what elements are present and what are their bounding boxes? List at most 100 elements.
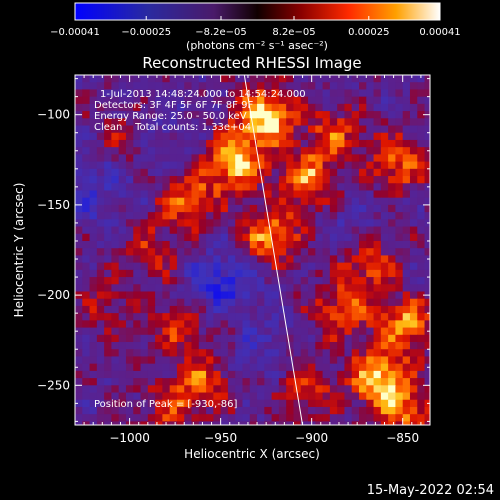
- image-pixel: [249, 204, 258, 213]
- image-pixel: [147, 378, 156, 386]
- image-pixel: [227, 147, 236, 155]
- image-pixel: [82, 190, 91, 199]
- image-pixel: [133, 284, 142, 293]
- image-pixel: [388, 269, 397, 278]
- image-pixel: [140, 406, 149, 415]
- image-pixel: [213, 75, 222, 83]
- image-pixel: [257, 269, 265, 278]
- image-pixel: [257, 327, 265, 336]
- image-pixel: [104, 233, 113, 242]
- image-pixel: [169, 132, 178, 141]
- image-pixel: [300, 168, 309, 177]
- image-pixel: [155, 82, 163, 91]
- image-pixel: [271, 363, 280, 372]
- image-pixel: [264, 421, 273, 425]
- image-pixel: [395, 240, 404, 249]
- image-pixel: [264, 226, 273, 235]
- image-pixel: [220, 147, 229, 155]
- image-pixel: [89, 82, 98, 91]
- image-pixel: [249, 313, 258, 321]
- image-pixel: [395, 168, 404, 177]
- image-pixel: [293, 226, 302, 235]
- image-pixel: [337, 132, 346, 141]
- image-pixel: [257, 284, 265, 293]
- image-pixel: [286, 154, 295, 163]
- image-pixel: [264, 363, 273, 372]
- image-pixel: [278, 298, 287, 307]
- image-pixel: [198, 248, 207, 257]
- image-pixel: [118, 139, 127, 148]
- image-pixel: [133, 342, 142, 350]
- image-pixel: [227, 284, 236, 293]
- image-pixel: [155, 168, 163, 177]
- image-pixel: [220, 255, 229, 264]
- image-pixel: [315, 363, 324, 372]
- image-pixel: [133, 111, 142, 119]
- image-pixel: [337, 240, 346, 249]
- image-pixel: [104, 378, 113, 386]
- image-pixel: [293, 89, 302, 98]
- image-pixel: [308, 320, 316, 329]
- image-pixel: [176, 255, 185, 264]
- image-pixel: [337, 168, 346, 177]
- image-pixel: [89, 320, 98, 329]
- image-pixel: [125, 226, 134, 235]
- image-pixel: [82, 103, 91, 112]
- image-pixel: [125, 111, 134, 119]
- image-pixel: [242, 226, 251, 235]
- image-pixel: [118, 262, 127, 271]
- image-pixel: [344, 197, 353, 206]
- image-pixel: [264, 204, 273, 213]
- image-pixel: [162, 103, 171, 112]
- image-pixel: [133, 262, 142, 271]
- image-pixel: [264, 82, 273, 91]
- image-pixel: [388, 147, 397, 155]
- image-pixel: [329, 132, 338, 141]
- image-pixel: [227, 277, 236, 285]
- image-pixel: [220, 269, 229, 278]
- image-pixel: [308, 248, 316, 257]
- image-pixel: [409, 212, 418, 220]
- image-pixel: [111, 75, 120, 83]
- image-pixel: [293, 96, 302, 105]
- image-pixel: [402, 356, 411, 365]
- image-pixel: [220, 305, 229, 314]
- image-pixel: [337, 378, 346, 386]
- image-pixel: [286, 363, 295, 372]
- image-pixel: [286, 168, 295, 177]
- image-pixel: [176, 176, 185, 184]
- image-pixel: [176, 392, 185, 401]
- image-pixel: [395, 190, 404, 199]
- image-pixel: [300, 313, 309, 321]
- image-pixel: [417, 168, 426, 177]
- image-pixel: [264, 233, 273, 242]
- image-pixel: [257, 125, 265, 134]
- info-clean-counts: Clean Total counts: 1.33e+04: [94, 122, 251, 133]
- image-pixel: [147, 277, 156, 285]
- image-pixel: [373, 219, 382, 228]
- image-pixel: [417, 89, 426, 98]
- image-pixel: [220, 233, 229, 242]
- image-pixel: [424, 125, 430, 134]
- image-pixel: [351, 248, 360, 257]
- image-pixel: [111, 183, 120, 192]
- image-pixel: [242, 255, 251, 264]
- image-pixel: [169, 363, 178, 372]
- image-pixel: [140, 161, 149, 170]
- image-pixel: [220, 154, 229, 163]
- image-pixel: [227, 125, 236, 134]
- image-pixel: [373, 240, 382, 249]
- image-pixel: [337, 197, 346, 206]
- image-pixel: [75, 190, 83, 199]
- image-pixel: [315, 168, 324, 177]
- image-pixel: [75, 212, 83, 220]
- image-pixel: [198, 269, 207, 278]
- image-pixel: [395, 212, 404, 220]
- image-pixel: [140, 349, 149, 358]
- image-pixel: [125, 132, 134, 141]
- image-pixel: [104, 334, 113, 343]
- image-pixel: [220, 125, 229, 134]
- image-pixel: [140, 103, 149, 112]
- image-pixel: [351, 168, 360, 177]
- image-pixel: [424, 392, 430, 401]
